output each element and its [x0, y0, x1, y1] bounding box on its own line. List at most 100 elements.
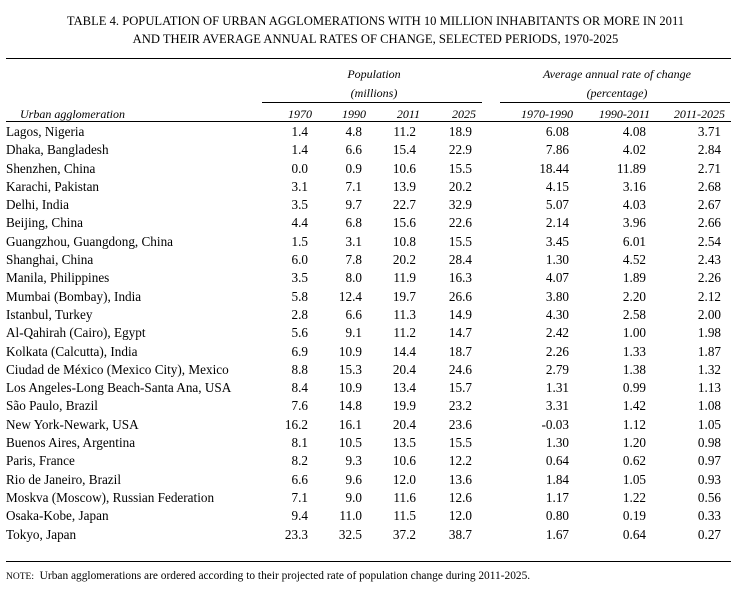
pop-1970-cell: 5.8 — [291, 288, 308, 304]
rate-1970-1990-cell: 5.07 — [545, 197, 569, 213]
rate-1990-2011-cell: 4.02 — [622, 142, 646, 158]
rate-1970-1990-cell: 2.26 — [545, 343, 569, 359]
pop-2025-cell: 38.7 — [448, 526, 472, 542]
rate-1970-1990-cell: 7.86 — [545, 142, 569, 158]
table-row: Ciudad de México (Mexico City), Mexico 8.… — [6, 361, 721, 379]
rate-1990-2011-cell: 4.52 — [622, 252, 646, 268]
rate-1970-1990-cell: 4.30 — [545, 306, 569, 322]
table-row: Dhaka, Bangladesh 1.4 6.6 15.4 22.9 7.86 4.02 2… — [6, 141, 721, 159]
rate-2011-2025-cell: 1.05 — [697, 416, 721, 432]
pop-2011-cell: 11.5 — [393, 508, 416, 524]
rate-1990-2011-cell: 2.58 — [622, 306, 646, 322]
table-row: Buenos Aires, Argentina 8.1 10.5 13.5 15.5 1.… — [6, 434, 721, 452]
pop-2025-cell: 14.9 — [448, 306, 472, 322]
pop-1970-cell: 3.5 — [291, 270, 308, 286]
rate-1990-2011-cell: 1.05 — [622, 471, 646, 487]
rate-2011-2025-cell: 1.08 — [697, 398, 721, 414]
pop-2011-cell: 11.2 — [393, 124, 416, 139]
rate-2011-2025-cell: 2.26 — [697, 270, 721, 286]
rate-2011-2025-cell: 0.56 — [697, 489, 721, 505]
pop-1970-cell: 7.6 — [291, 398, 308, 414]
rate-1970-1990-cell: -0.03 — [541, 416, 569, 432]
year-header-1990: 1990 — [342, 107, 366, 121]
pop-1970-cell: 5.6 — [291, 325, 308, 341]
table-row: Rio de Janeiro, Brazil 6.6 9.6 12.0 13.6 1.84… — [6, 471, 721, 489]
pop-2025-cell: 13.6 — [448, 471, 472, 487]
rate-2011-2025-cell: 1.32 — [697, 361, 721, 377]
rate-1970-1990-cell: 3.31 — [545, 398, 569, 414]
pop-1990-cell: 32.5 — [338, 526, 362, 542]
rate-1990-2011-cell: 4.03 — [622, 197, 646, 213]
pop-1970-cell: 6.0 — [291, 252, 308, 268]
pop-1990-cell: 9.7 — [345, 197, 362, 213]
rate-1970-1990-cell: 0.64 — [545, 453, 569, 469]
pop-2025-cell: 20.2 — [448, 178, 472, 194]
rate-2011-2025-cell: 2.00 — [697, 306, 721, 322]
city-cell: Shenzhen, China — [6, 160, 96, 176]
rate-1990-2011-cell: 4.08 — [622, 124, 646, 139]
city-cell: Moskva (Moscow), Russian Federation — [6, 489, 215, 505]
pop-1970-cell: 8.4 — [291, 380, 308, 396]
table-note: NOTE: Urban agglomerations are ordered a… — [6, 570, 530, 584]
pop-1990-cell: 12.4 — [338, 288, 362, 304]
pop-2011-cell: 11.2 — [393, 325, 416, 341]
rate-1990-2011-cell: 1.42 — [622, 398, 646, 414]
rate-1970-1990-cell: 1.30 — [545, 435, 569, 451]
city-cell: Ciudad de México (Mexico City), Mexico — [6, 361, 229, 377]
pop-1990-cell: 11.0 — [339, 508, 362, 524]
pop-2011-cell: 20.2 — [392, 252, 416, 268]
pop-1970-cell: 4.4 — [291, 215, 308, 231]
pop-1970-cell: 6.6 — [291, 471, 308, 487]
pop-2011-cell: 13.9 — [392, 178, 416, 194]
pop-2025-cell: 15.5 — [448, 160, 472, 176]
rate-1990-2011-cell: 0.62 — [622, 453, 646, 469]
rate-2011-2025-cell: 2.43 — [697, 252, 721, 268]
pop-1990-cell: 6.6 — [345, 306, 362, 322]
rate-2011-2025-cell: 2.67 — [697, 197, 721, 213]
rate-2011-2025-cell: 0.98 — [697, 435, 721, 451]
pop-2025-cell: 12.6 — [448, 489, 472, 505]
pop-1970-cell: 8.2 — [291, 453, 308, 469]
note-label: NOTE: — [6, 572, 34, 582]
pop-2025-cell: 32.9 — [448, 197, 472, 213]
pop-1990-cell: 10.9 — [338, 380, 362, 396]
city-cell: Guangzhou, Guangdong, China — [6, 233, 174, 249]
note-text: Urban agglomerations are ordered accordi… — [39, 570, 531, 582]
population-group-rule — [262, 102, 482, 103]
rate-1990-2011-cell: 0.19 — [622, 508, 646, 524]
pop-2011-cell: 19.9 — [392, 398, 416, 414]
population-header: Population — [347, 67, 401, 81]
pop-2011-cell: 10.8 — [392, 233, 416, 249]
pop-1970-cell: 3.1 — [291, 178, 308, 194]
rate-1970-1990-cell: 6.08 — [545, 124, 569, 139]
pop-1990-cell: 9.6 — [345, 471, 362, 487]
city-cell: Rio de Janeiro, Brazil — [6, 471, 121, 487]
rate-header: Average annual rate of change — [543, 67, 691, 81]
rate-1970-1990-cell: 0.80 — [545, 508, 569, 524]
table-body: Lagos, Nigeria 1.4 4.8 11.2 18.9 6.08 4.08 3.71… — [6, 123, 721, 544]
table-title-line2: AND THEIR AVERAGE ANNUAL RATES OF CHANGE… — [132, 32, 619, 46]
rate-2011-2025-cell: 2.66 — [697, 215, 721, 231]
rate-2011-2025-cell: 1.13 — [697, 380, 721, 396]
city-cell: Karachi, Pakistan — [6, 178, 100, 194]
rate-1990-2011-cell: 0.99 — [622, 380, 646, 396]
pop-2011-cell: 14.4 — [392, 343, 416, 359]
pop-2025-cell: 22.9 — [448, 142, 472, 158]
rate-1970-1990-cell: 1.30 — [545, 252, 569, 268]
city-cell: Tokyo, Japan — [6, 526, 77, 542]
pop-1990-cell: 9.3 — [345, 453, 362, 469]
table-row: Los Angeles-Long Beach-Santa Ana, USA 8.4… — [6, 379, 721, 397]
rate-1970-1990-cell: 2.79 — [545, 361, 569, 377]
pop-1990-cell: 7.8 — [345, 252, 362, 268]
city-column-header: Urban agglomeration — [20, 107, 125, 121]
rate-1990-2011-cell: 3.96 — [622, 215, 646, 231]
pop-2025-cell: 22.6 — [448, 215, 472, 231]
rate-1990-2011-cell: 1.89 — [622, 270, 646, 286]
pop-2025-cell: 15.5 — [448, 435, 472, 451]
pop-1970-cell: 2.8 — [291, 306, 308, 322]
rate-1970-1990-cell: 18.44 — [539, 160, 569, 176]
pop-2011-cell: 10.6 — [392, 160, 416, 176]
rate-1970-1990-cell: 1.31 — [545, 380, 569, 396]
pop-1970-cell: 16.2 — [284, 416, 308, 432]
